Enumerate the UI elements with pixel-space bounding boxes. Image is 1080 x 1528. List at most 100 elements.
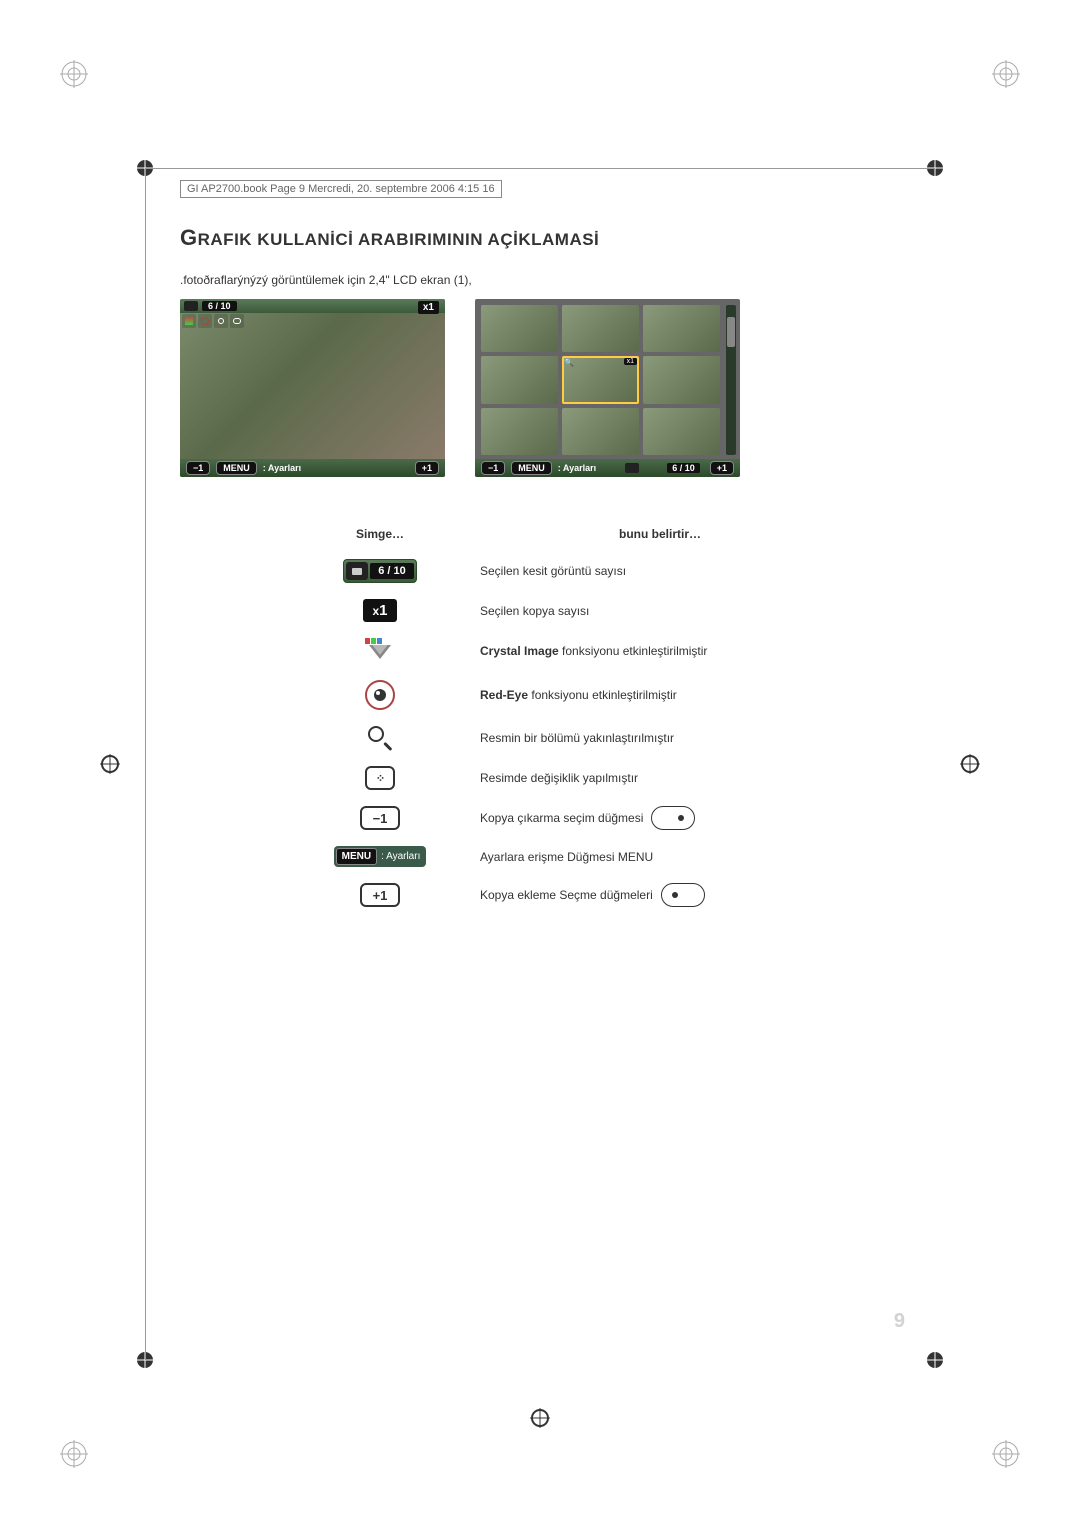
crystal-desc: fonksiyonu etkinleştirilmiştir <box>559 644 708 658</box>
thumb[interactable] <box>643 305 720 352</box>
shot-counter: 6 / 10 <box>667 463 700 473</box>
shot-x1-badge: x1 <box>418 301 439 314</box>
icon-cell: +1 <box>280 883 480 907</box>
icon-cell: −1 <box>280 806 480 830</box>
zoom-mini-icon <box>214 314 228 328</box>
zoom-icon: 🔍 <box>564 358 574 367</box>
mod-mini-icon <box>230 314 244 328</box>
table-row: 6 / 10 Seçilen kesit görüntü sayısı <box>280 559 840 583</box>
reg-mark-bl-outer <box>60 1440 88 1468</box>
screenshot-grid: 🔍 x1 −1 MENU : Ayarları 6 / 10 +1 <box>475 299 740 477</box>
desc-cell: Resimde değişiklik yapılmıştır <box>480 771 840 785</box>
icon-cell <box>280 726 480 750</box>
shot-bottombar: −1 MENU : Ayarları +1 <box>180 459 445 477</box>
thumb[interactable] <box>481 305 558 352</box>
title-cap: G <box>180 225 198 250</box>
menu-button[interactable]: MENU <box>511 461 552 475</box>
table-row: Crystal Image fonksiyonu etkinleştirilmi… <box>280 638 840 664</box>
table-row: Red-Eye fonksiyonu etkinleştirilmiştir <box>280 680 840 710</box>
thumb-grid: 🔍 x1 <box>481 305 720 455</box>
table-row: ⁘ Resimde değişiklik yapılmıştır <box>280 766 840 790</box>
redeye-icon <box>365 680 395 710</box>
thumb[interactable] <box>643 408 720 455</box>
minus-desc: Kopya çıkarma seçim düğmesi <box>480 811 643 825</box>
table-header: Simge… bunu belirtir… <box>280 527 840 541</box>
table-row: +1 Kopya ekleme Seçme düğmeleri <box>280 883 840 907</box>
icon-cell: 6 / 10 <box>280 559 480 583</box>
reg-mark-tr-outer <box>992 60 1020 88</box>
thumb[interactable] <box>481 408 558 455</box>
ayarlari-label: : Ayarları <box>263 463 301 473</box>
grid-scrollbar[interactable] <box>726 305 736 455</box>
icon-cell: x1 <box>280 599 480 622</box>
col-desc: bunu belirtir… <box>480 527 840 541</box>
menu-box-text: MENU <box>336 848 377 865</box>
plus-icon: +1 <box>360 883 400 907</box>
thumb[interactable] <box>481 356 558 403</box>
zoom-icon <box>368 726 392 750</box>
crystal-icon <box>365 638 395 664</box>
reg-mark-mr <box>960 754 980 774</box>
desc-cell: Crystal Image fonksiyonu etkinleştirilmi… <box>480 644 840 658</box>
reg-mark-br <box>925 1350 945 1370</box>
minus-icon: −1 <box>360 806 400 830</box>
card-icon <box>184 301 198 311</box>
oval-button-left-icon <box>661 883 705 907</box>
x1-icon: x1 <box>363 599 396 622</box>
page-title: GRAFIK KULLANİCİ ARABIRIMININ AÇİKLAMASİ <box>180 225 935 251</box>
icon-cell <box>280 638 480 664</box>
ayarlari-text: : Ayarları <box>381 851 420 862</box>
desc-cell: Seçilen kopya sayısı <box>480 604 840 618</box>
desc-cell: Resmin bir bölümü yakınlaştırılmıştır <box>480 731 840 745</box>
count-badge-text: 6 / 10 <box>370 563 414 579</box>
desc-cell: Seçilen kesit görüntü sayısı <box>480 564 840 578</box>
reg-mark-bc <box>530 1408 550 1428</box>
oval-button-right-icon <box>651 806 695 830</box>
minus-button[interactable]: −1 <box>481 461 505 475</box>
file-header: GI AP2700.book Page 9 Mercredi, 20. sept… <box>180 180 502 198</box>
shot-counter: 6 / 10 <box>202 301 237 311</box>
thumb-selected[interactable]: 🔍 x1 <box>562 356 639 403</box>
crystal-label: Crystal Image <box>480 644 559 658</box>
crystal-mini-icon <box>182 314 196 328</box>
crop-line <box>145 168 935 169</box>
thumb[interactable] <box>562 305 639 352</box>
reg-mark-ml <box>100 754 120 774</box>
menu-button[interactable]: MENU <box>216 461 257 475</box>
card-icon <box>625 463 639 473</box>
minus-button[interactable]: −1 <box>186 461 210 475</box>
plus-desc: Kopya ekleme Seçme düğmeleri <box>480 888 653 902</box>
desc-cell: Ayarlara erişme Düğmesi MENU <box>480 850 840 864</box>
table-row: Resmin bir bölümü yakınlaştırılmıştır <box>280 726 840 750</box>
scrollbar-thumb[interactable] <box>727 317 735 347</box>
icon-cell: ⁘ <box>280 766 480 790</box>
thumb[interactable] <box>562 408 639 455</box>
desc-cell: Red-Eye fonksiyonu etkinleştirilmiştir <box>480 688 840 702</box>
icon-legend-table: Simge… bunu belirtir… 6 / 10 Seçilen kes… <box>280 527 840 907</box>
table-row: −1 Kopya çıkarma seçim düğmesi <box>280 806 840 830</box>
icon-cell <box>280 680 480 710</box>
desc-cell: Kopya ekleme Seçme düğmeleri <box>480 883 840 907</box>
intro-text: .fotoðraflarýnýzý görüntülemek için 2,4"… <box>180 273 935 287</box>
reg-mark-br-outer <box>992 1440 1020 1468</box>
thumb[interactable] <box>643 356 720 403</box>
shot-icon-row <box>182 314 244 328</box>
title-rest: RAFIK KULLANİCİ ARABIRIMININ AÇİKLAMASİ <box>198 230 600 249</box>
modified-icon: ⁘ <box>365 766 395 790</box>
screenshots-row: 6 / 10 x1 −1 MENU : Ayarları +1 <box>180 299 935 477</box>
page-content: GRAFIK KULLANİCİ ARABIRIMININ AÇİKLAMASİ… <box>180 225 935 923</box>
redeye-desc: fonksiyonu etkinleştirilmiştir <box>528 688 677 702</box>
shot-topbar: 6 / 10 <box>180 299 445 313</box>
redeye-mini-icon <box>198 314 212 328</box>
count-badge-icon: 6 / 10 <box>343 559 417 583</box>
menu-ayarlari-icon: MENU : Ayarları <box>334 846 427 867</box>
plus-button[interactable]: +1 <box>415 461 439 475</box>
crop-line <box>145 168 146 1360</box>
icon-cell: MENU : Ayarları <box>280 846 480 867</box>
page-number: 9 <box>894 1310 905 1333</box>
screenshot-single: 6 / 10 x1 −1 MENU : Ayarları +1 <box>180 299 445 477</box>
plus-button[interactable]: +1 <box>710 461 734 475</box>
reg-mark-tl-outer <box>60 60 88 88</box>
ayarlari-label: : Ayarları <box>558 463 596 473</box>
desc-cell: Kopya çıkarma seçim düğmesi <box>480 806 840 830</box>
